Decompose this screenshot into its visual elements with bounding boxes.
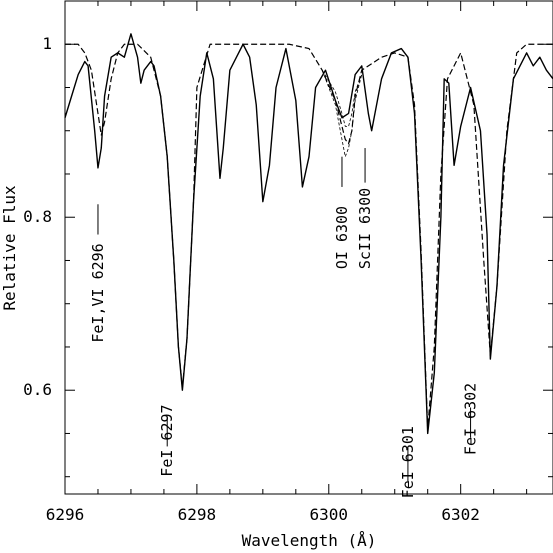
y-tick-label: 0.8 — [23, 207, 52, 226]
line-label: FeI 6297 — [158, 404, 176, 476]
line-annotations: FeI,VI 6296 FeI 6297 OI 6300 ScII 6300 FeI 6… — [89, 148, 480, 498]
y-tick-label: 0.6 — [23, 380, 52, 399]
line-label: OI 6300 — [333, 206, 351, 269]
spectrum-series — [64, 33, 553, 435]
y-axis-label: Relative Flux — [0, 185, 19, 311]
line-label: FeI,VI 6296 — [89, 243, 107, 342]
plot-frame — [64, 0, 553, 495]
axis-ticks — [64, 0, 553, 494]
spectrum-line-dashed-light — [321, 69, 363, 127]
x-tick-label: 6298 — [178, 505, 217, 524]
spectrum-line-dashed-light — [321, 70, 363, 158]
line-label: FeI 6301 — [399, 426, 417, 498]
spectrum-line-solid — [64, 33, 553, 435]
x-tick-label: 6302 — [441, 505, 480, 524]
line-label: ScII 6300 — [356, 188, 374, 269]
y-tick-label: 1 — [42, 34, 52, 53]
tick-labels: 6296 6298 6300 6302 0.6 0.8 1 — [23, 34, 480, 524]
x-tick-label: 6300 — [310, 505, 349, 524]
spectrum-line-dashed — [65, 43, 553, 430]
x-axis-label: Wavelength (Å) — [242, 531, 377, 550]
x-tick-label: 6296 — [46, 505, 85, 524]
line-label: FeI 6302 — [462, 383, 480, 455]
